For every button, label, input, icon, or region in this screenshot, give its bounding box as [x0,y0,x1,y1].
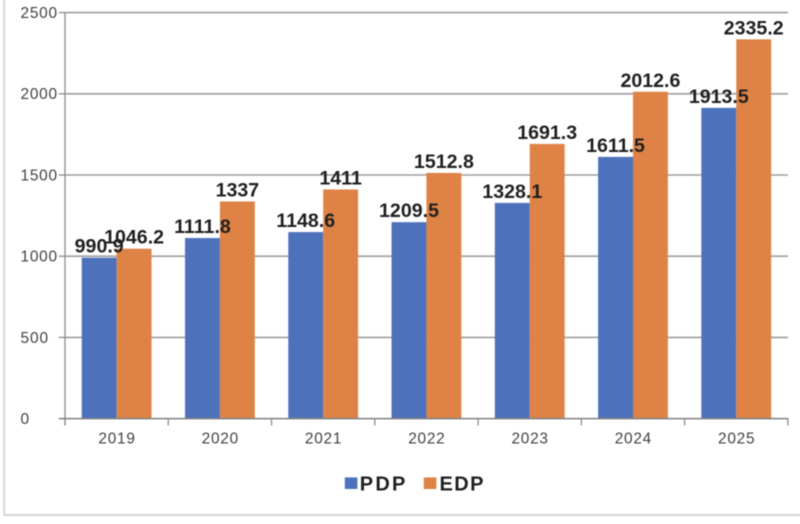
svg-text:1111.8: 1111.8 [174,216,231,238]
svg-text:1500: 1500 [21,167,58,184]
svg-text:2023: 2023 [511,431,548,448]
svg-text:1611.5: 1611.5 [586,135,645,157]
svg-text:2024: 2024 [615,431,652,448]
svg-text:990.9: 990.9 [75,236,124,258]
svg-text:2020: 2020 [202,431,239,448]
svg-text:500: 500 [21,330,49,347]
svg-text:1148.6: 1148.6 [276,210,335,232]
svg-text:1209.5: 1209.5 [379,200,439,222]
svg-text:1913.5: 1913.5 [689,86,749,108]
svg-text:2019: 2019 [98,431,135,448]
svg-text:2000: 2000 [21,86,58,103]
svg-text:2021: 2021 [305,431,342,448]
svg-text:1512.8: 1512.8 [414,151,474,173]
svg-text:1046.2: 1046.2 [104,227,164,249]
svg-text:1411: 1411 [319,167,362,189]
svg-text:1691.3: 1691.3 [517,122,577,144]
svg-text:PDP: PDP [360,473,406,495]
svg-text:1328.1: 1328.1 [482,181,542,203]
svg-text:0: 0 [21,411,30,428]
svg-text:2500: 2500 [21,5,58,22]
svg-text:2022: 2022 [408,431,445,448]
svg-text:EDP: EDP [440,473,484,495]
svg-text:1000: 1000 [21,249,58,266]
svg-text:2335.2: 2335.2 [724,17,784,39]
svg-text:2025: 2025 [718,431,755,448]
svg-text:1337: 1337 [216,179,260,201]
svg-text:2012.6: 2012.6 [620,70,680,92]
